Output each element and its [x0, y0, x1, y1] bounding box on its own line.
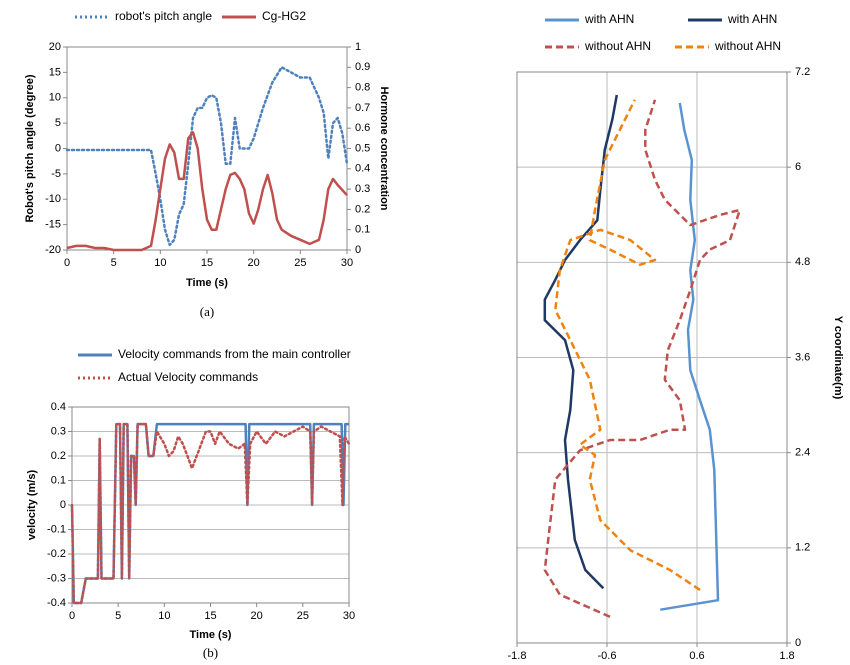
- y-tick-label: 0.1: [51, 474, 66, 486]
- legend-label: robot's pitch angle: [115, 9, 212, 23]
- y2-tick-label: 1: [355, 41, 361, 53]
- y-tick-label: -5: [51, 168, 61, 180]
- x-tick-label: 10: [158, 610, 170, 622]
- series-line: [554, 99, 701, 591]
- y-tick-label: 0.2: [51, 450, 66, 462]
- y2-tick-label: 0.9: [355, 61, 370, 73]
- series-line: [70, 422, 351, 605]
- x-axis-label: Time (s): [190, 629, 232, 641]
- x-tick-label: 25: [297, 610, 309, 622]
- legend-label: without AHN: [584, 39, 651, 53]
- y2-tick-label: 0.3: [355, 183, 370, 195]
- y-tick-label: 0.4: [51, 401, 66, 413]
- y-tick-label: 1.2: [795, 542, 810, 554]
- y2-axis-label: Hormone concentration: [378, 86, 390, 210]
- x-tick-label: 0: [64, 257, 70, 269]
- y-tick-label: 4.8: [795, 256, 810, 268]
- x-tick-label: 15: [201, 257, 213, 269]
- legend-label: Cg-HG2: [262, 9, 306, 23]
- y-tick-label: 0.3: [51, 425, 66, 437]
- y-tick-label: 6: [795, 161, 801, 173]
- y-axis-label: Robot's pitch angle (degree): [24, 74, 36, 222]
- series-line: [543, 94, 619, 590]
- y-tick-label: 0: [60, 499, 66, 511]
- y-tick-label: -0.4: [47, 597, 66, 609]
- y2-tick-label: 0.4: [355, 163, 370, 175]
- y-tick-label: 5: [55, 117, 61, 129]
- y-tick-label: 20: [49, 41, 61, 53]
- y-axis-label: Y coordinate(m): [832, 316, 844, 400]
- series-line: [65, 66, 349, 247]
- caption: (b): [203, 645, 218, 660]
- x-tick-label: 0.6: [689, 650, 704, 662]
- x-tick-label: 0: [69, 610, 75, 622]
- legend-label: with AHN: [727, 12, 777, 26]
- y-tick-label: 7.2: [795, 66, 810, 78]
- y2-tick-label: 0.5: [355, 142, 370, 154]
- x-tick-label: 25: [294, 257, 306, 269]
- legend-label: Velocity commands from the main controll…: [118, 347, 351, 361]
- x-tick-label: -0.6: [598, 650, 617, 662]
- series-line: [660, 102, 720, 611]
- y2-tick-label: 0.6: [355, 122, 370, 134]
- x-axis-label: Time (s): [186, 277, 228, 289]
- plot-frame: [66, 46, 348, 251]
- y-tick-label: 15: [49, 66, 61, 78]
- y-tick-label: -0.3: [47, 572, 66, 584]
- y-tick-label: 10: [49, 92, 61, 104]
- legend-label: with AHN: [584, 12, 634, 26]
- x-tick-label: 5: [115, 610, 121, 622]
- y-tick-label: -15: [45, 219, 61, 231]
- y-axis-label: velocity (m/s): [26, 470, 38, 541]
- plot-frame: [516, 71, 788, 644]
- y-tick-label: 3.6: [795, 351, 810, 363]
- y-tick-label: -0.1: [47, 523, 66, 535]
- x-tick-label: 30: [343, 610, 355, 622]
- x-tick-label: -1.8: [508, 650, 527, 662]
- legend-label: Actual Velocity commands: [118, 370, 258, 384]
- y-tick-label: 2.4: [795, 447, 810, 459]
- y-tick-label: -20: [45, 244, 61, 256]
- y-tick-label: -0.2: [47, 548, 66, 560]
- series-line: [66, 131, 348, 252]
- x-tick-label: 20: [248, 257, 260, 269]
- x-tick-label: 5: [111, 257, 117, 269]
- x-tick-label: 15: [204, 610, 216, 622]
- y2-tick-label: 0.7: [355, 102, 370, 114]
- x-tick-label: 30: [341, 257, 353, 269]
- y-tick-label: 0: [795, 637, 801, 649]
- y-tick-label: 0: [55, 142, 61, 154]
- y2-tick-label: 0.8: [355, 82, 370, 94]
- y2-tick-label: 0.2: [355, 203, 370, 215]
- x-tick-label: 1.8: [779, 650, 794, 662]
- legend-label: without AHN: [714, 39, 781, 53]
- x-tick-label: 10: [154, 257, 166, 269]
- x-tick-label: 20: [251, 610, 263, 622]
- y2-tick-label: 0.1: [355, 224, 370, 236]
- y2-tick-label: 0: [355, 244, 361, 256]
- caption: (a): [200, 304, 214, 319]
- series-line: [543, 99, 742, 618]
- y-tick-label: -10: [45, 193, 61, 205]
